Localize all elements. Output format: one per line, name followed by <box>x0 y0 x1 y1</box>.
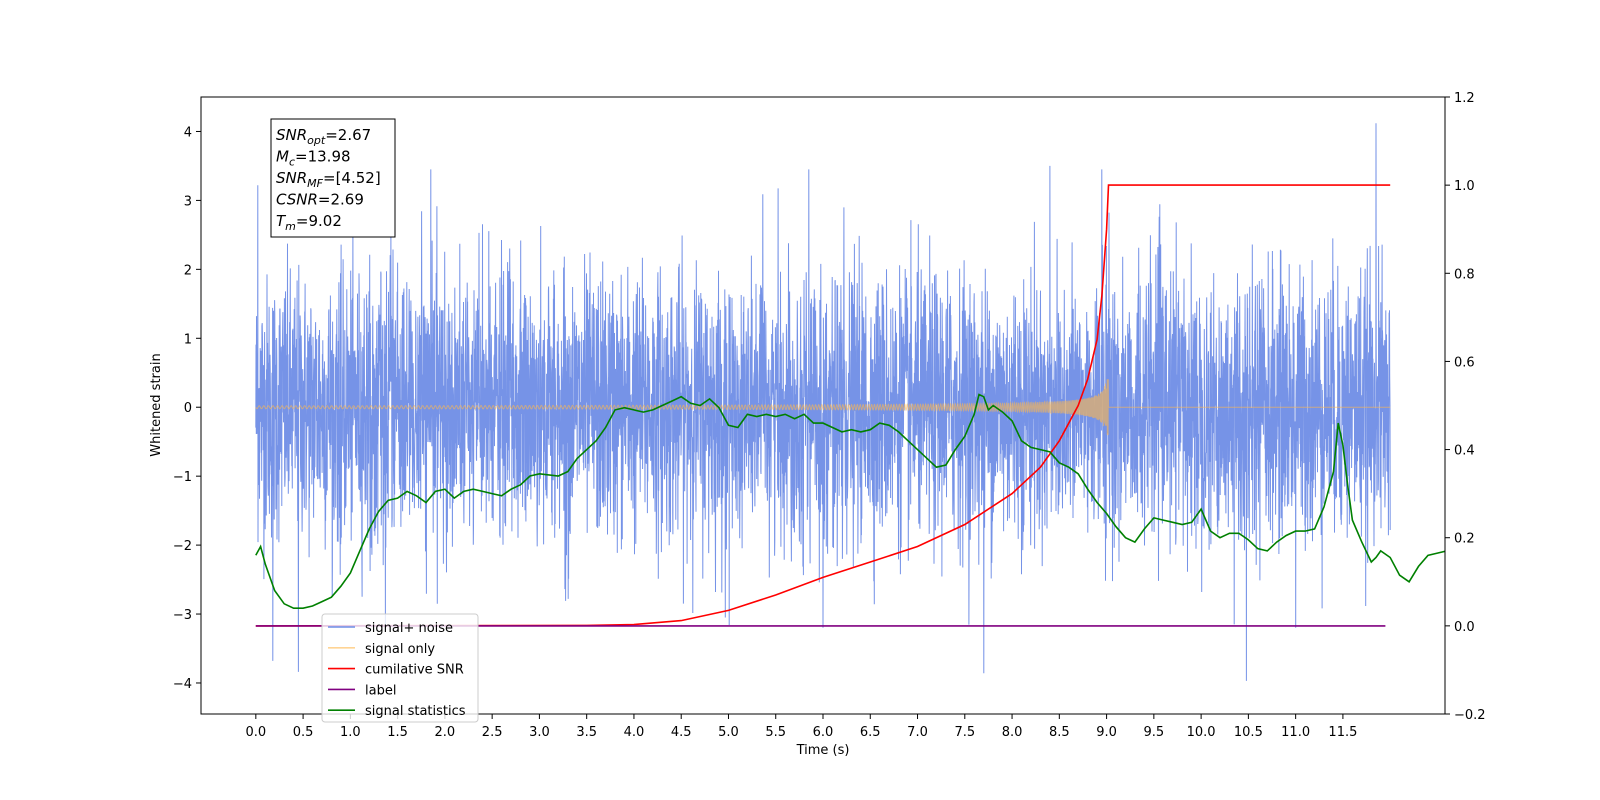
y-tick-label: 1 <box>184 332 192 347</box>
y2-axis-ticks: −0.2 0.0 0.2 0.4 0.6 0.8 1.0 1.2 <box>1445 91 1486 723</box>
x-tick-label: 11.0 <box>1281 725 1310 740</box>
x-tick-label: 3.0 <box>529 725 550 740</box>
y2-tick-label: 1.0 <box>1454 179 1475 194</box>
x-tick-label: 2.5 <box>482 725 503 740</box>
y-tick-label: 2 <box>184 263 192 278</box>
x-tick-label: 10.0 <box>1187 725 1216 740</box>
y-tick-label: −3 <box>173 608 192 623</box>
x-axis-label: Time (s) <box>796 743 850 758</box>
x-axis-ticks: 0.0 0.5 1.0 1.5 2.0 2.5 3.0 3.5 4.0 4.5 5.0 5.5 6.0 6… <box>245 714 1357 740</box>
signal-only-series-line <box>255 379 1391 436</box>
signal-statistics-series-line <box>255 393 1445 609</box>
y-tick-label: −2 <box>173 539 192 554</box>
y2-tick-label: 0.6 <box>1454 355 1475 370</box>
x-tick-label: 6.5 <box>860 725 881 740</box>
legend-label: signal statistics <box>365 704 466 719</box>
cumilative-snr-series-line <box>255 184 1391 627</box>
annotation-line: SNRMF=[4.52] <box>276 169 381 190</box>
y2-tick-label: 0.2 <box>1454 532 1475 547</box>
x-tick-label: 2.0 <box>435 725 456 740</box>
x-tick-label: 1.0 <box>340 725 361 740</box>
x-tick-label: 7.0 <box>907 725 928 740</box>
x-tick-label: 5.5 <box>765 725 786 740</box>
x-tick-label: 5.0 <box>718 725 739 740</box>
annotation-frame <box>270 118 396 238</box>
legend: signal+ noise signal only cumilative SNR la… <box>321 613 479 723</box>
y-tick-label: 4 <box>184 125 192 140</box>
y2-tick-label: 0.0 <box>1454 620 1475 635</box>
x-tick-label: 4.5 <box>671 725 692 740</box>
y-tick-label: 3 <box>184 194 192 209</box>
y-axis-label: Whitened strain <box>149 353 164 456</box>
annotation-line: SNRopt=2.67 <box>276 126 371 147</box>
y-tick-label: 0 <box>184 401 192 416</box>
legend-label: signal+ noise <box>365 621 453 636</box>
x-tick-label: 8.0 <box>1002 725 1023 740</box>
x-tick-label: 0.5 <box>293 725 314 740</box>
legend-label: cumilative SNR <box>365 663 464 678</box>
annotation-line: CSNR=2.69 <box>276 191 364 209</box>
x-tick-label: 8.5 <box>1049 725 1070 740</box>
y2-tick-label: 0.8 <box>1454 267 1475 282</box>
x-tick-label: 0.0 <box>245 725 266 740</box>
x-tick-label: 11.5 <box>1328 725 1357 740</box>
x-tick-label: 7.5 <box>954 725 975 740</box>
x-tick-label: 4.0 <box>624 725 645 740</box>
annotation-line: Tm=9.02 <box>276 212 342 233</box>
x-tick-label: 10.5 <box>1234 725 1263 740</box>
legend-label: label <box>365 683 396 698</box>
legend-label: signal only <box>365 642 435 657</box>
signal-noise-series-line <box>255 123 1391 681</box>
y-tick-label: −1 <box>173 470 192 485</box>
x-tick-label: 1.5 <box>387 725 408 740</box>
x-tick-label: 9.0 <box>1096 725 1117 740</box>
y2-tick-label: 1.2 <box>1454 91 1475 106</box>
x-tick-label: 9.5 <box>1144 725 1165 740</box>
x-tick-label: 3.5 <box>576 725 597 740</box>
y2-tick-label: −0.2 <box>1454 708 1486 723</box>
x-tick-label: 6.0 <box>813 725 834 740</box>
annotation-line: Mc=13.98 <box>276 148 351 169</box>
legend-frame <box>321 613 479 723</box>
annotation-box: SNRopt=2.67Mc=13.98SNRMF=[4.52]CSNR=2.69… <box>270 118 396 238</box>
y-tick-label: −4 <box>173 677 192 692</box>
y-axis-ticks: −4 −3 −2 −1 0 1 2 3 4 <box>173 125 201 692</box>
y2-tick-label: 0.4 <box>1454 444 1475 459</box>
